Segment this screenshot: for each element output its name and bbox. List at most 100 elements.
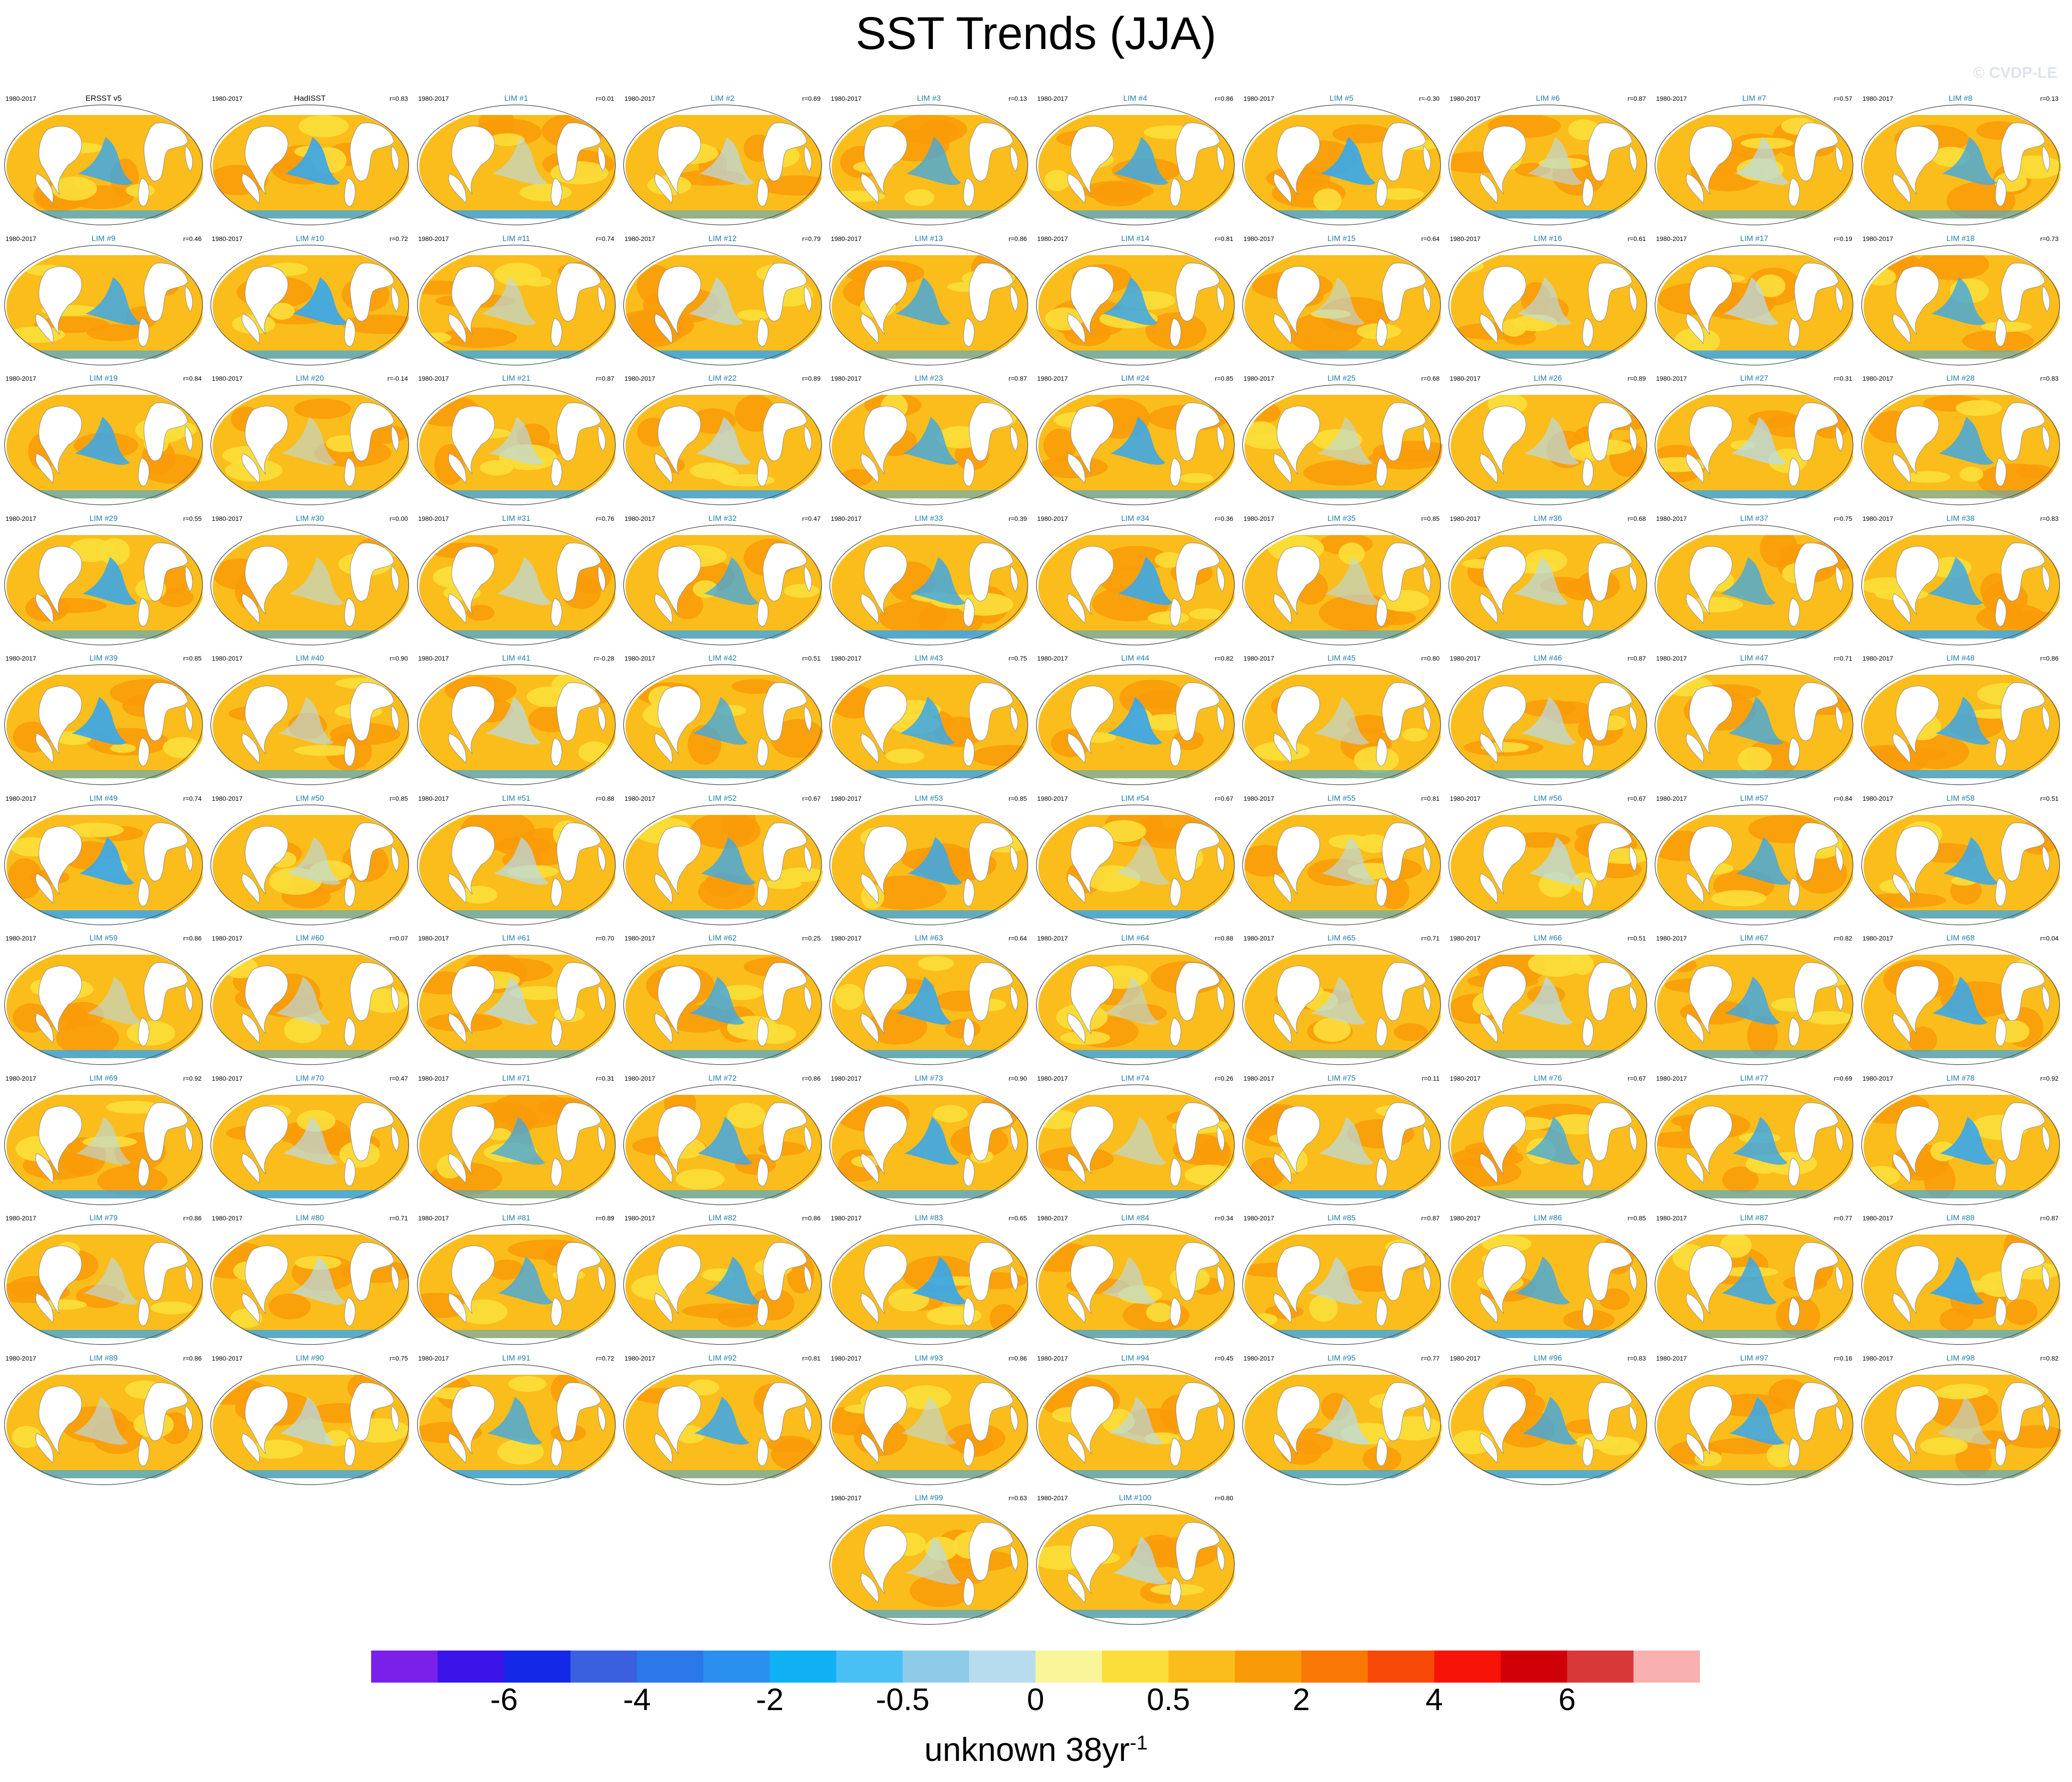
land-mass: [1381, 262, 1426, 322]
southern-ocean-band: [1244, 1330, 1441, 1338]
panel-title: LIM #45: [1327, 654, 1356, 662]
map-panel: 1980-2017 LIM #94 r=0.45: [1035, 1349, 1236, 1487]
cooling-tongue: [489, 417, 544, 465]
panel-pattern-correlation: r=0.77: [1421, 1354, 1440, 1362]
panel-period: 1980-2017: [831, 235, 862, 242]
land-mass: [762, 1102, 807, 1161]
land-mass: [1836, 426, 1844, 452]
map-panel: 1980-2017 LIM #35 r=0.85: [1241, 509, 1442, 647]
land-mass: [658, 546, 701, 614]
southern-ocean-band: [1451, 630, 1647, 639]
map-border: [1861, 244, 2060, 366]
map-panel: 1980-2017 LIM #63 r=0.64: [828, 929, 1030, 1066]
land-mass: [344, 877, 356, 907]
sst-trend-map: [1861, 804, 2060, 925]
weak-warming-patch: [904, 189, 935, 206]
weak-warming-patch: [1738, 747, 1772, 773]
panel-pattern-correlation: r=0.07: [389, 935, 408, 942]
weak-warming-patch: [737, 309, 769, 321]
land-mass: [762, 1242, 807, 1301]
map-border: [1655, 524, 1854, 645]
land-mass: [1070, 1525, 1114, 1594]
cooling-tongue: [1929, 1257, 1984, 1305]
cooling-tongue: [83, 1257, 139, 1305]
cooling-tongue: [703, 557, 759, 605]
land-mass: [1794, 682, 1839, 741]
land-mass: [185, 565, 193, 592]
panel-title: LIM #97: [1740, 1353, 1769, 1362]
panel-title: LIM #5: [1329, 94, 1354, 103]
arctic: [832, 1506, 1028, 1514]
map-panel: 1980-2017 LIM #49 r=0.74: [3, 789, 204, 927]
southern-ocean-band: [6, 490, 203, 498]
land-mass: [969, 402, 1014, 461]
arctic: [625, 667, 822, 675]
southern-ocean-band: [1657, 910, 1853, 918]
sst-trend-map: [1448, 1364, 1647, 1485]
sst-trend-map: [1448, 664, 1647, 785]
map-border: [1036, 664, 1235, 785]
land-mass: [1629, 565, 1637, 592]
colorbar-box: [903, 1651, 970, 1683]
colorbar-tick-label: -4: [623, 1682, 651, 1717]
sst-trend-map: [210, 1224, 411, 1345]
land-mass: [1629, 985, 1637, 1011]
land-mass: [185, 985, 193, 1011]
panel-title: LIM #2: [710, 94, 735, 103]
antarctica: [1038, 1478, 1234, 1485]
cooling-tongue: [289, 557, 345, 605]
southern-ocean-band: [625, 630, 822, 639]
panel-period: 1980-2017: [1243, 95, 1274, 102]
warming-patch: [1924, 1160, 1956, 1199]
land-mass: [1892, 733, 1911, 764]
antarctica: [832, 358, 1028, 365]
panel-title: LIM #3: [917, 94, 941, 103]
map-panel: 1980-2017 LIM #58 r=0.51: [1860, 789, 2061, 927]
map-panel: 1980-2017 LIM #73 r=0.90: [828, 1069, 1030, 1207]
panel-title: LIM #62: [708, 934, 737, 942]
panel-period: 1980-2017: [5, 1214, 36, 1222]
map-panel: 1980-2017 LIM #62 r=0.25: [622, 929, 823, 1066]
sst-trend-map: [1448, 1084, 1647, 1205]
panel-period: 1980-2017: [1862, 1074, 1893, 1082]
weak-warming-patch: [1905, 471, 1951, 483]
cooling-tongue: [1515, 1257, 1570, 1305]
panel-pattern-correlation: r=0.46: [183, 235, 202, 242]
map-border: [210, 104, 410, 225]
panel-pattern-correlation: r=0.85: [1009, 794, 1027, 802]
land-mass: [1217, 565, 1225, 592]
panel-period: 1980-2017: [5, 655, 36, 662]
cooling-tongue: [1308, 1257, 1363, 1305]
map-border: [1448, 104, 1647, 225]
panel-pattern-correlation: r=0.86: [183, 935, 202, 942]
map-panel: 1980-2017 LIM #17 r=0.19: [1653, 230, 1855, 367]
southern-ocean-band: [1451, 1330, 1647, 1338]
sst-trend-map: [829, 804, 1028, 925]
map-panel: 1980-2017 LIM #79 r=0.86: [3, 1209, 204, 1346]
arctic: [1657, 246, 1853, 255]
southern-ocean-band: [1244, 490, 1441, 498]
map-border: [417, 104, 616, 225]
southern-ocean-band: [6, 630, 203, 639]
panel-period: 1980-2017: [5, 794, 36, 802]
cooling-tongue: [1722, 1257, 1777, 1305]
cooling-tongue: [1732, 417, 1787, 465]
land-mass: [1175, 1102, 1220, 1161]
land-mass: [185, 1125, 193, 1152]
land-mass: [762, 402, 807, 461]
land-mass: [804, 1405, 812, 1432]
southern-ocean-band: [6, 210, 203, 219]
panel-title: LIM #91: [502, 1353, 531, 1362]
land-mass: [1686, 173, 1704, 204]
map-border: [1655, 1364, 1854, 1485]
land-mass: [1788, 597, 1800, 627]
cooling-tongue: [286, 836, 342, 885]
land-mass: [391, 285, 399, 312]
land-mass: [550, 1437, 562, 1466]
arctic: [1657, 1086, 1853, 1095]
panel-title: LIM #61: [502, 934, 531, 942]
land-mass: [448, 453, 466, 484]
cooling-tongue: [481, 277, 537, 325]
map-border: [829, 664, 1028, 785]
arctic: [1244, 1226, 1441, 1235]
